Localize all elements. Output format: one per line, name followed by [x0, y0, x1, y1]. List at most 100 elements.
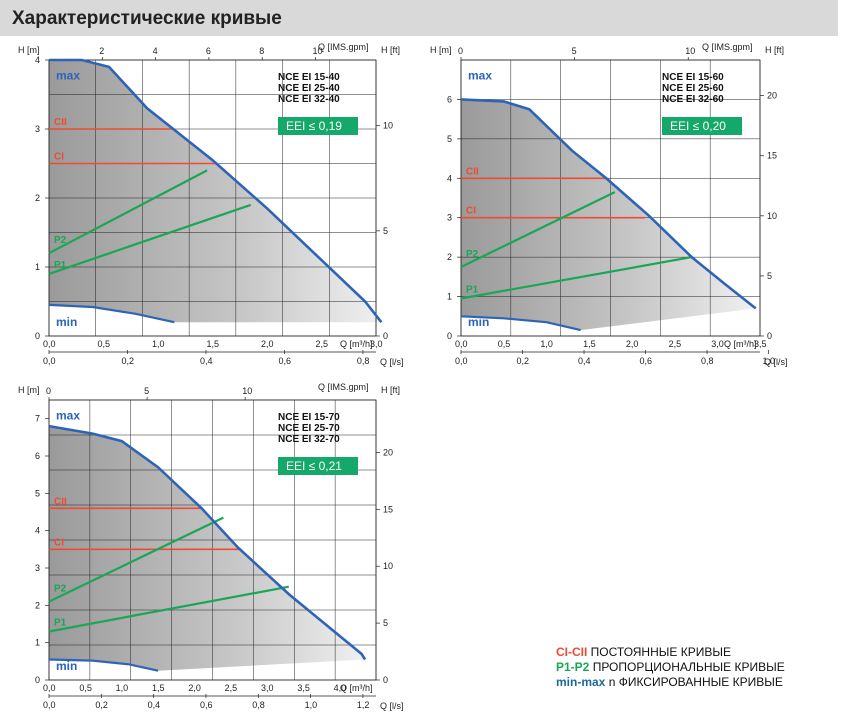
plot-frame	[48, 399, 377, 681]
eei-badge	[278, 117, 358, 135]
p1-line	[48, 585, 290, 633]
legend-text-fixed: n ФИКСИРОВАННЫЕ КРИВЫЕ	[605, 675, 783, 689]
model-name: NCE EI 15-60	[662, 72, 724, 83]
x-tick-label: 2,0	[261, 339, 274, 349]
ls-tick-label: 0,4	[200, 356, 213, 366]
p2-label: P2	[54, 584, 67, 595]
top-tick-label: 0	[46, 386, 51, 396]
x-tick-label: 1,0	[540, 339, 553, 349]
top-tick-label: 5	[144, 386, 149, 396]
legend-item-fixed: min-max n ФИКСИРОВАННЫЕ КРИВЫЕ	[556, 675, 785, 690]
operating-area	[49, 426, 366, 671]
qtop-axis-label: Q [IMS.gpm]	[702, 42, 753, 52]
y-tick-label: 0	[35, 331, 40, 341]
model-name: NCE EI 25-40	[278, 83, 340, 94]
p2-line	[48, 516, 224, 603]
x-tick-label: 2,0	[626, 339, 639, 349]
ci-label: CI	[466, 206, 476, 217]
x-tick-label: 3,5	[754, 339, 767, 349]
x-tick-label: 1,0	[116, 683, 129, 693]
ft-tick-label: 0	[383, 675, 388, 685]
x-tick-label: 3,0	[711, 339, 724, 349]
max-label: max	[56, 68, 80, 82]
legend-text-constant: ПОСТОЯННЫЕ КРИВЫЕ	[587, 645, 731, 659]
y-tick-label: 2	[35, 193, 40, 203]
x-tick-label: 1,5	[583, 339, 596, 349]
ft-tick-label: 15	[767, 151, 777, 161]
ft-tick-label: 15	[383, 504, 393, 514]
x-tick-label: 2,0	[188, 683, 201, 693]
ls-tick-label: 0,2	[95, 700, 108, 710]
y-tick-label: 1	[35, 638, 40, 648]
y-tick-label: 5	[447, 134, 452, 144]
min-label: min	[56, 659, 77, 673]
page-title: Характеристические кривые	[12, 8, 282, 29]
x-tick-label: 3,5	[297, 683, 310, 693]
model-name: NCE EI 25-70	[278, 423, 340, 434]
min-curve	[460, 315, 581, 332]
p1-label: P1	[54, 260, 67, 271]
qls-axis-label: Q [l/s]	[764, 357, 788, 367]
top-tick-label: 8	[259, 46, 264, 56]
ls-tick-label: 0,8	[357, 356, 370, 366]
top-tick-label: 4	[153, 46, 158, 56]
ft-tick-label: 0	[767, 331, 772, 341]
x-tick-label: 3,0	[370, 339, 383, 349]
p1-label: P1	[466, 285, 479, 296]
ft-tick-label: 5	[383, 226, 388, 236]
top-tick-label: 10	[685, 46, 695, 56]
qtop-axis-label: Q [IMS.gpm]	[318, 382, 369, 392]
operating-area	[49, 60, 382, 323]
ft-tick-label: 20	[767, 91, 777, 101]
y-tick-label: 6	[447, 94, 452, 104]
legend-text-proportional: ПРОПОРЦИОНАЛЬНЫЕ КРИВЫЕ	[589, 660, 785, 674]
plot-frame	[460, 59, 761, 337]
p1-line	[460, 256, 692, 300]
x-tick-label: 0,5	[79, 683, 92, 693]
x-tick-label: 2,5	[225, 683, 238, 693]
ft-tick-label: 0	[383, 331, 388, 341]
operating-area	[461, 99, 756, 331]
eei-label: EEI ≤ 0,19	[286, 119, 342, 133]
model-name: NCE EI 32-40	[278, 94, 340, 105]
y-tick-label: 2	[447, 252, 452, 262]
min-label: min	[56, 315, 77, 329]
y-tick-label: 4	[447, 173, 452, 183]
p2-label: P2	[466, 249, 479, 260]
ft-tick-label: 10	[767, 211, 777, 221]
ls-tick-label: 0,6	[640, 356, 653, 366]
min-label: min	[468, 315, 489, 329]
ls-tick-label: 0,0	[455, 356, 468, 366]
x-tick-label: 2,5	[669, 339, 682, 349]
model-name: NCE EI 32-60	[662, 94, 724, 105]
q-axis-label: Q [m³/h]	[340, 339, 373, 349]
ft-tick-label: 20	[383, 447, 393, 457]
top-tick-label: 5	[572, 46, 577, 56]
model-name: NCE EI 15-40	[278, 72, 340, 83]
top-tick-label: 2	[99, 46, 104, 56]
y-tick-label: 5	[35, 488, 40, 498]
y-tick-label: 0	[35, 675, 40, 685]
x-tick-label: 0,5	[498, 339, 511, 349]
p1-label: P1	[54, 617, 67, 628]
ft-tick-label: 5	[767, 271, 772, 281]
y-tick-label: 3	[35, 563, 40, 573]
ls-tick-label: 0,2	[517, 356, 530, 366]
legend-key-proportional: P1-P2	[556, 660, 590, 674]
ls-tick-label: 0,2	[121, 356, 134, 366]
cii-label: CII	[54, 117, 67, 128]
eei-label: EEI ≤ 0,20	[670, 119, 726, 133]
qls-axis-label: Q [l/s]	[380, 701, 404, 711]
h-axis-label: H [m]	[430, 45, 452, 55]
qls-axis-label: Q [l/s]	[380, 357, 404, 367]
eei-label: EEI ≤ 0,21	[286, 459, 342, 473]
y-tick-label: 0	[447, 331, 452, 341]
qtop-axis-label: Q [IMS.gpm]	[318, 42, 369, 52]
ls-tick-label: 0,6	[278, 356, 291, 366]
y-tick-label: 6	[35, 451, 40, 461]
ls-tick-label: 0,8	[252, 700, 265, 710]
